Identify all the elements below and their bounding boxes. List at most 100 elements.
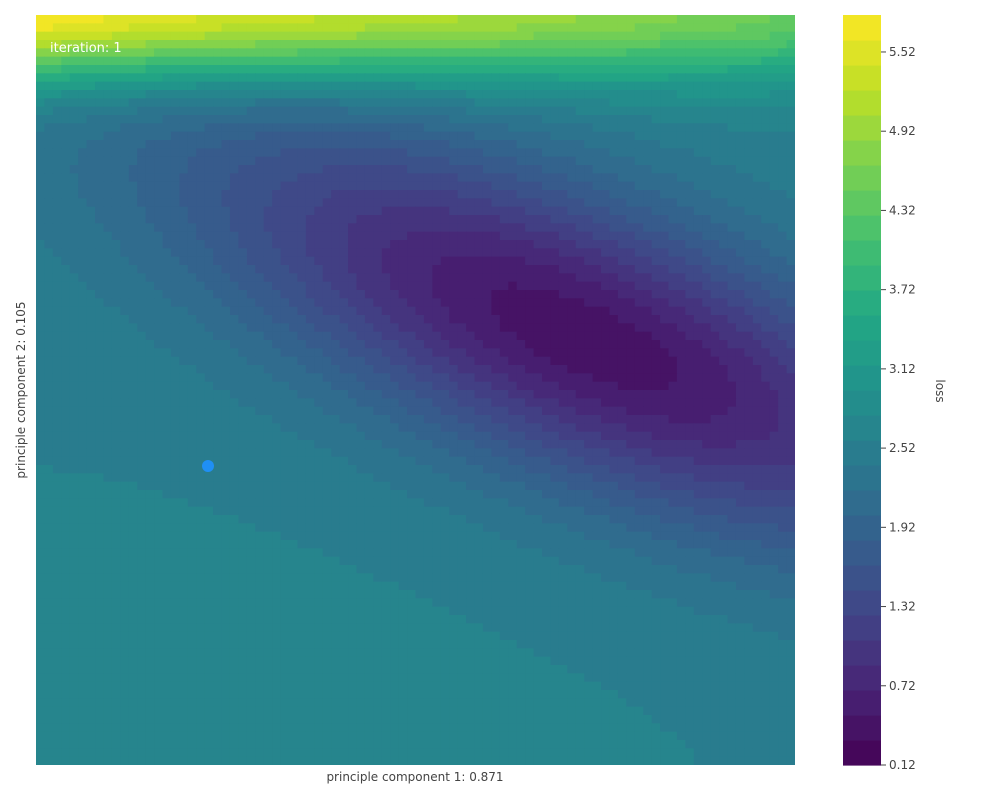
contour-cell: [609, 240, 619, 249]
contour-cell: [727, 365, 737, 374]
contour-cell: [449, 90, 459, 99]
contour-cell: [322, 81, 332, 91]
contour-cell: [170, 23, 180, 33]
contour-cell: [727, 206, 737, 216]
contour-cell: [179, 415, 189, 424]
contour-cell: [36, 98, 46, 108]
contour-cell: [558, 148, 568, 158]
contour-cell: [170, 273, 180, 283]
contour-cell: [432, 240, 442, 249]
contour-cell: [356, 90, 366, 99]
contour-cell: [356, 148, 366, 158]
contour-cell: [457, 106, 467, 116]
contour-cell: [213, 65, 223, 74]
contour-cell: [634, 215, 644, 224]
contour-cell: [702, 165, 712, 174]
contour-cell: [44, 365, 54, 374]
contour-cell: [305, 131, 315, 141]
contour-cell: [170, 398, 180, 408]
contour-cell: [246, 348, 256, 358]
contour-cell: [525, 31, 535, 41]
contour-cell: [331, 431, 341, 441]
contour-cell: [61, 223, 71, 233]
contour-cell: [693, 106, 703, 116]
contour-cell: [592, 240, 602, 249]
contour-cell: [761, 423, 771, 433]
contour-cell: [702, 240, 712, 249]
contour-cell: [95, 290, 105, 299]
contour-cell: [86, 406, 96, 416]
contour-cell: [145, 240, 155, 249]
contour-cell: [542, 48, 552, 58]
contour-cell: [617, 273, 627, 283]
contour-cell: [491, 173, 501, 183]
contour-cell: [162, 148, 172, 158]
contour-cell: [145, 73, 155, 83]
contour-cell: [213, 473, 223, 483]
contour-cell: [550, 381, 560, 391]
contour-cell: [584, 48, 594, 58]
contour-cell: [651, 215, 661, 224]
contour-cell: [702, 215, 712, 224]
contour-cell: [213, 373, 223, 383]
contour-cell: [584, 365, 594, 374]
contour-cell: [752, 23, 762, 33]
contour-cell: [213, 273, 223, 283]
contour-cell: [36, 181, 46, 191]
contour-cell: [69, 148, 79, 158]
contour-cell: [95, 256, 105, 266]
contour-cell: [86, 115, 96, 124]
contour-cell: [778, 123, 788, 133]
contour-cell: [651, 465, 661, 474]
contour-cell: [221, 256, 231, 266]
contour-cell: [52, 23, 62, 33]
contour-cell: [634, 323, 644, 333]
contour-cell: [263, 206, 273, 216]
contour-cell: [676, 373, 686, 383]
contour-cell: [120, 31, 130, 41]
contour-cell: [609, 348, 619, 358]
contour-cell: [238, 240, 248, 249]
contour-cell: [69, 323, 79, 333]
contour-cell: [482, 306, 492, 316]
contour-cell: [592, 323, 602, 333]
contour-cell: [364, 331, 374, 341]
contour-cell: [752, 423, 762, 433]
contour-cell: [533, 165, 543, 174]
contour-cell: [364, 115, 374, 124]
contour-cell: [322, 381, 332, 391]
contour-cell: [44, 415, 54, 424]
contour-cell: [331, 131, 341, 141]
contour-cell: [52, 65, 62, 74]
contour-cell: [196, 398, 206, 408]
contour-cell: [449, 198, 459, 208]
contour-cell: [272, 431, 282, 441]
contour-cell: [364, 140, 374, 149]
contour-cell: [542, 173, 552, 183]
contour-cell: [592, 248, 602, 258]
contour-cell: [752, 31, 762, 41]
contour-cell: [36, 465, 46, 474]
contour-cell: [778, 431, 788, 441]
contour-cell: [339, 231, 349, 241]
contour-cell: [103, 90, 113, 99]
contour-cell: [179, 265, 189, 274]
contour-cell: [685, 23, 695, 33]
contour-cell: [221, 273, 231, 283]
contour-cell: [558, 73, 568, 83]
contour-cell: [466, 131, 476, 141]
contour-cell: [78, 56, 88, 66]
contour-cell: [702, 56, 712, 66]
contour-cell: [542, 331, 552, 341]
contour-cell: [44, 23, 54, 33]
contour-cell: [348, 273, 358, 283]
contour-cell: [44, 340, 54, 349]
contour-cell: [246, 265, 256, 274]
contour-cell: [457, 215, 467, 224]
contour-cell: [727, 198, 737, 208]
contour-cell: [128, 165, 138, 174]
contour-cell: [778, 206, 788, 216]
contour-cell: [407, 31, 417, 41]
contour-cell: [364, 323, 374, 333]
contour-cell: [238, 190, 248, 199]
